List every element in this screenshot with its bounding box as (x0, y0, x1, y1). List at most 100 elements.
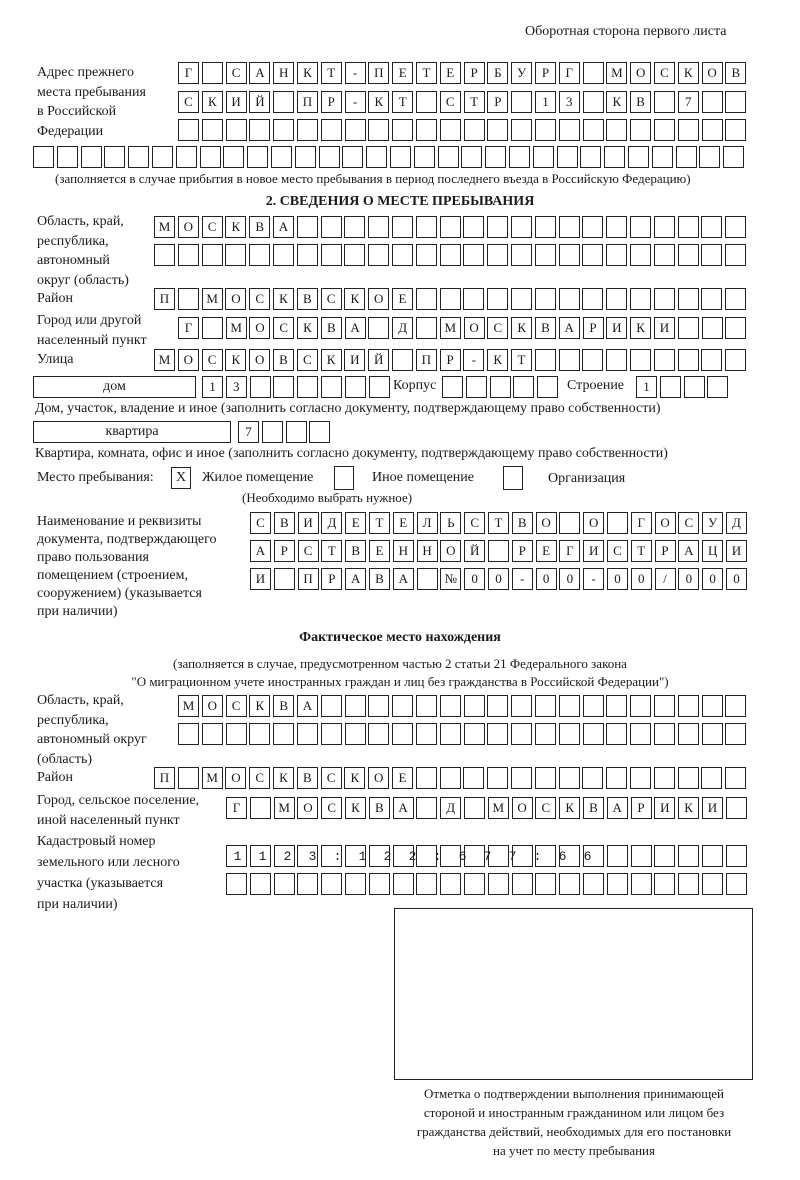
char-cell[interactable] (225, 244, 247, 266)
char-cell[interactable]: Р (439, 349, 461, 371)
char-cell[interactable]: С (178, 91, 199, 113)
char-cell[interactable] (511, 845, 533, 867)
char-cell[interactable]: 0 (606, 568, 628, 590)
char-cell[interactable]: № (440, 568, 462, 590)
char-cell[interactable] (273, 91, 295, 113)
char-cell[interactable]: О (249, 349, 271, 371)
char-cell[interactable] (677, 288, 699, 310)
char-cell[interactable] (487, 540, 509, 562)
char-cell[interactable] (606, 288, 628, 310)
char-cell[interactable] (463, 723, 485, 745)
char-cell[interactable]: В (296, 288, 318, 310)
char-cell[interactable]: К (511, 317, 533, 339)
char-cell[interactable] (651, 146, 673, 168)
char-cell[interactable]: Л (416, 512, 438, 534)
char-cell[interactable]: 7 (238, 421, 259, 443)
cadastre-row-2[interactable] (226, 873, 750, 895)
char-cell[interactable]: Р (273, 540, 295, 562)
char-cell[interactable]: С (273, 317, 295, 339)
char-cell[interactable]: И (250, 568, 271, 590)
char-cell[interactable] (320, 695, 342, 717)
char-cell[interactable] (225, 119, 247, 141)
char-cell[interactable] (653, 216, 675, 238)
char-cell[interactable] (416, 797, 438, 819)
char-cell[interactable] (226, 873, 247, 895)
char-cell[interactable]: В (368, 797, 390, 819)
char-cell[interactable] (344, 119, 366, 141)
char-cell[interactable] (677, 119, 699, 141)
char-cell[interactable]: К (320, 349, 342, 371)
char-cell[interactable]: К (630, 317, 652, 339)
char-cell[interactable]: С (535, 797, 557, 819)
char-cell[interactable]: Н (416, 540, 438, 562)
char-cell[interactable]: К (678, 797, 700, 819)
char-cell[interactable]: Й (249, 91, 271, 113)
char-cell[interactable] (368, 119, 390, 141)
char-cell[interactable]: Р (654, 540, 676, 562)
char-cell[interactable]: 0 (630, 568, 652, 590)
char-cell[interactable]: А (558, 317, 580, 339)
char-cell[interactable] (442, 376, 463, 398)
char-cell[interactable]: О (225, 767, 247, 789)
char-cell[interactable]: И (725, 540, 747, 562)
char-cell[interactable]: Т (320, 62, 342, 84)
char-cell[interactable] (677, 695, 699, 717)
char-cell[interactable] (128, 146, 150, 168)
char-cell[interactable]: С (225, 695, 247, 717)
char-cell[interactable] (487, 244, 509, 266)
char-cell[interactable] (273, 119, 295, 141)
char-cell[interactable] (487, 723, 509, 745)
prev-address-row-4[interactable] (33, 146, 747, 168)
char-cell[interactable] (582, 288, 604, 310)
char-cell[interactable] (344, 216, 366, 238)
char-cell[interactable] (415, 216, 437, 238)
char-cell[interactable]: Н (392, 540, 414, 562)
char-cell[interactable]: М (273, 797, 295, 819)
actual-region-row-2[interactable] (178, 723, 749, 745)
char-cell[interactable]: Е (391, 288, 413, 310)
char-cell[interactable] (368, 723, 390, 745)
char-cell[interactable]: А (606, 797, 628, 819)
char-cell[interactable] (489, 376, 511, 398)
char-cell[interactable] (273, 723, 295, 745)
char-cell[interactable]: А (250, 540, 271, 562)
char-cell[interactable] (701, 845, 723, 867)
char-cell[interactable]: О (297, 797, 319, 819)
char-cell[interactable] (701, 349, 723, 371)
char-cell[interactable] (273, 845, 295, 867)
char-cell[interactable]: К (249, 695, 271, 717)
char-cell[interactable] (440, 845, 462, 867)
char-cell[interactable]: С (249, 288, 271, 310)
char-cell[interactable]: О (201, 695, 223, 717)
char-cell[interactable] (415, 695, 437, 717)
char-cell[interactable] (532, 146, 554, 168)
apartment-type-field[interactable]: квартира (33, 421, 231, 443)
char-cell[interactable] (368, 873, 390, 895)
char-cell[interactable] (629, 349, 651, 371)
char-cell[interactable]: 0 (464, 568, 486, 590)
char-cell[interactable] (296, 723, 318, 745)
char-cell[interactable]: А (344, 317, 366, 339)
char-cell[interactable] (701, 873, 723, 895)
char-cell[interactable]: С (678, 512, 700, 534)
char-cell[interactable]: Д (392, 317, 414, 339)
char-cell[interactable] (510, 767, 532, 789)
char-cell[interactable]: М (201, 767, 223, 789)
char-cell[interactable]: К (296, 317, 318, 339)
char-cell[interactable] (677, 349, 699, 371)
char-cell[interactable]: В (368, 568, 390, 590)
char-cell[interactable] (249, 376, 271, 398)
char-cell[interactable]: Е (439, 62, 461, 84)
char-cell[interactable]: К (296, 62, 318, 84)
char-cell[interactable] (249, 845, 271, 867)
char-cell[interactable]: Р (320, 91, 342, 113)
char-cell[interactable]: К (606, 91, 628, 113)
char-cell[interactable] (463, 767, 485, 789)
char-cell[interactable] (320, 723, 342, 745)
char-cell[interactable] (391, 244, 413, 266)
char-cell[interactable] (654, 873, 676, 895)
